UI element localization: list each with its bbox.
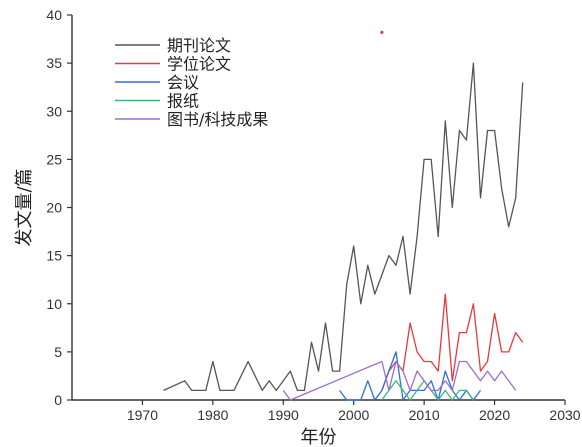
y-tick-label: 10 [46, 296, 62, 312]
y-tick-label: 40 [46, 7, 62, 23]
legend-label: 学位论文 [167, 55, 231, 74]
x-tick-label: 2010 [409, 407, 440, 423]
y-tick-label: 15 [46, 248, 62, 264]
y-tick-label: 25 [46, 151, 62, 167]
x-tick-label: 1980 [197, 407, 228, 423]
y-axis-title: 发文量/篇 [14, 168, 35, 246]
legend-label: 期刊论文 [167, 36, 231, 55]
y-axis: 0 5 10 15 20 25 30 35 40 [46, 7, 72, 408]
x-tick-label: 1990 [268, 407, 299, 423]
y-tick-label: 20 [46, 200, 62, 216]
y-tick-label: 0 [54, 392, 62, 408]
series-line-5 [282, 360, 517, 401]
series-line-2 [381, 293, 524, 391]
x-tick-label: 2030 [549, 407, 580, 423]
annotation-layer [380, 30, 384, 34]
x-axis-title: 年份 [301, 427, 337, 447]
x-tick-label: 1970 [127, 407, 158, 423]
stray-point [380, 30, 384, 34]
series-line-4 [381, 380, 474, 401]
legend-label: 报纸 [167, 92, 199, 111]
series-line-1 [163, 62, 524, 392]
plot-frame [71, 15, 565, 401]
series-layer [163, 62, 524, 401]
series-line-3 [339, 351, 482, 401]
x-tick-label: 2000 [338, 407, 369, 423]
y-tick-label: 30 [46, 103, 62, 119]
x-axis: 1970 1980 1990 2000 2010 2020 2030 [127, 400, 581, 423]
x-tick-label: 2020 [479, 407, 510, 423]
y-tick-label: 5 [54, 344, 62, 360]
legend-label: 会议 [167, 73, 199, 92]
y-tick-label: 35 [46, 55, 62, 71]
legend-label: 图书/科技成果 [167, 110, 268, 129]
